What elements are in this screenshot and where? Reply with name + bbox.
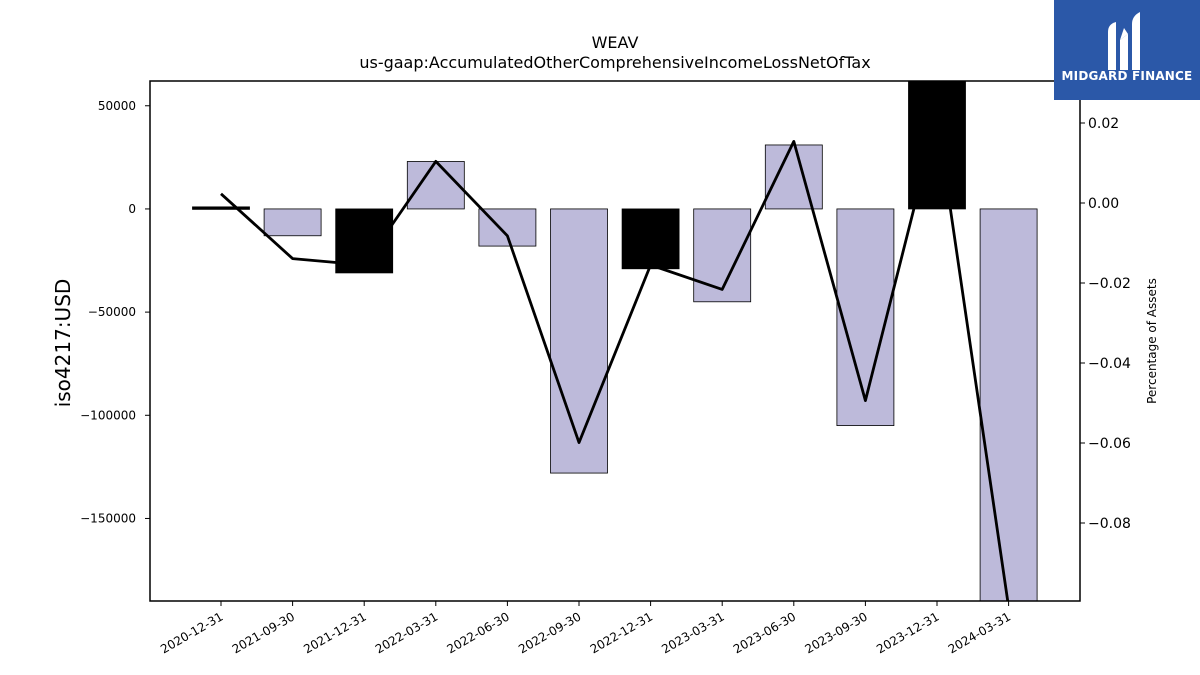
bars-group <box>192 80 1038 602</box>
y2-tick-label: −0.06 <box>1088 436 1131 452</box>
y2-tick-label: −0.02 <box>1088 276 1131 292</box>
y2-axis-label: Percentage of Assets <box>1145 278 1159 404</box>
logo-mark-icon <box>1108 12 1140 70</box>
x-tick-label: 2021-12-31 <box>301 609 368 656</box>
y2-tick-label: −0.08 <box>1088 516 1131 532</box>
midgard-finance-logo: MIDGARD FINANCE <box>1054 0 1200 100</box>
y-tick-label: −150000 <box>80 511 136 525</box>
y-axis-label: iso4217:USD <box>51 279 75 408</box>
x-tick-label: 2024-03-31 <box>946 609 1013 656</box>
x-axis: 2020-12-31 2021-09-30 2021-12-31 2022-03-31… <box>158 601 1013 656</box>
bar <box>406 161 465 210</box>
x-tick-label: 2020-12-31 <box>158 609 225 656</box>
chart-subtitle: us-gaap:AccumulatedOtherComprehensiveInc… <box>359 53 870 72</box>
x-tick-label: 2022-03-31 <box>373 609 440 656</box>
bar <box>979 208 1038 602</box>
logo-text: MIDGARD FINANCE <box>1061 69 1193 83</box>
chart-title: WEAV <box>592 33 639 52</box>
bar <box>836 208 895 427</box>
bar <box>908 80 966 210</box>
bar <box>550 208 608 474</box>
y-tick-label: 50000 <box>98 99 136 113</box>
line-group <box>220 116 1010 601</box>
x-tick-label: 2021-09-30 <box>230 609 297 656</box>
x-tick-label: 2022-06-30 <box>444 609 511 656</box>
bar <box>263 208 322 237</box>
bar <box>693 208 752 303</box>
plot-frame <box>149 80 1081 602</box>
x-tick-label: 2023-09-30 <box>802 609 869 656</box>
y-tick-label: 0 <box>128 202 136 216</box>
series-line <box>220 116 1010 601</box>
y2-tick-label: −0.04 <box>1088 356 1131 372</box>
x-tick-label: 2023-06-30 <box>731 609 798 656</box>
y2-tick-label: 0.00 <box>1088 196 1119 212</box>
y-tick-label: −100000 <box>80 408 136 422</box>
y2-tick-label: 0.02 <box>1088 116 1119 132</box>
bar <box>764 144 823 210</box>
x-tick-label: 2023-03-31 <box>659 609 726 656</box>
x-tick-label: 2022-09-30 <box>516 609 583 656</box>
x-tick-label: 2022-12-31 <box>588 609 655 656</box>
bar <box>192 206 250 210</box>
bar <box>621 208 680 270</box>
x-tick-label: 2023-12-31 <box>874 609 941 656</box>
y-axis: 50000 0 −50000 −100000 −150000 <box>80 99 150 525</box>
y2-axis: 0.02 0.00 −0.02 −0.04 −0.06 −0.08 <box>1080 116 1131 532</box>
y-tick-label: −50000 <box>88 305 136 319</box>
